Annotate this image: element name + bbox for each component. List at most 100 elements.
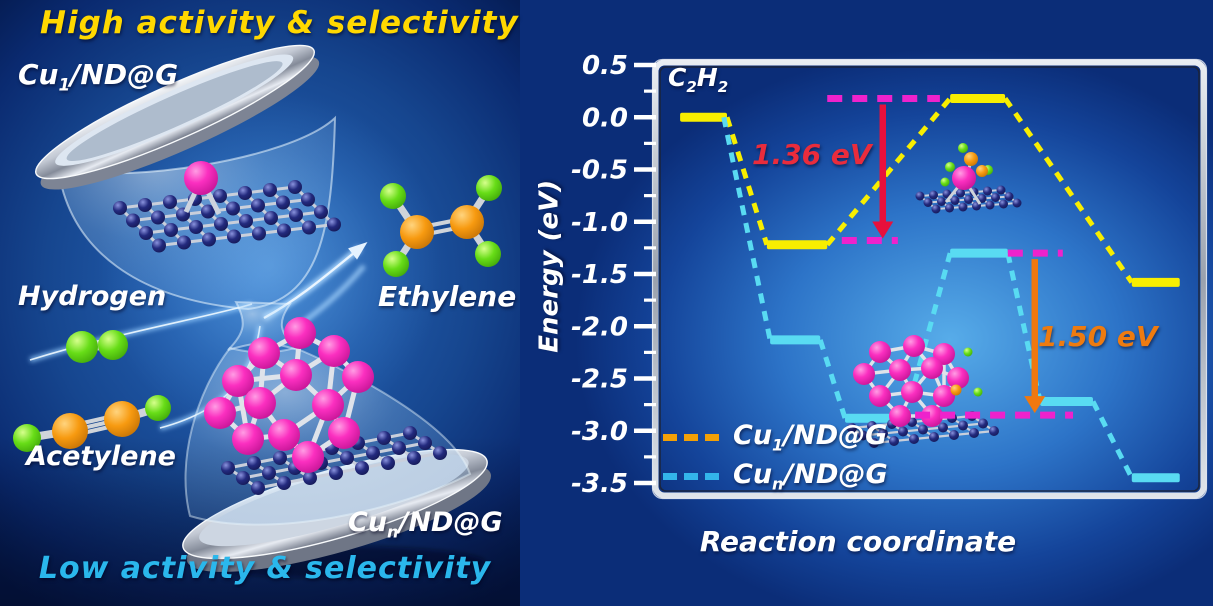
atom-ball — [476, 175, 502, 201]
legend-swatch-cun — [663, 473, 719, 480]
atom-ball — [239, 214, 253, 228]
atom-ball — [248, 337, 280, 369]
y-tick-label: 0.5 — [582, 51, 628, 81]
atom-ball — [251, 481, 265, 495]
atom-ball — [366, 446, 380, 460]
atom-ball — [889, 405, 911, 427]
barrier-label-1-36ev: 1.36 eV — [752, 138, 872, 171]
energy-level — [770, 335, 821, 345]
atom-ball — [52, 413, 88, 449]
atom-ball — [113, 201, 127, 215]
title-low-activity: Low activity & selectivity — [38, 551, 492, 586]
atom-ball — [214, 217, 228, 231]
legend-row-cun: Cun/ND@G — [663, 457, 888, 496]
label-cun-ndg: Cun/ND@G — [348, 507, 503, 542]
atom-ball — [933, 385, 955, 407]
level-connector — [721, 116, 773, 341]
atom-ball — [407, 451, 421, 465]
atom-ball — [247, 456, 261, 470]
energy-level — [1040, 396, 1093, 406]
energy-level — [1131, 277, 1180, 287]
hydrogen-molecule — [66, 330, 128, 363]
atom-ball — [189, 220, 203, 234]
atom-ball — [869, 438, 879, 448]
atom-ball — [958, 143, 968, 153]
atom-ball — [280, 359, 312, 391]
y-tick-label: -2.0 — [571, 312, 628, 342]
atom-ball — [958, 420, 968, 431]
atom-ball — [277, 223, 291, 238]
atom-ball — [945, 203, 954, 213]
barrier-label-1-50ev: 1.50 eV — [1038, 320, 1158, 353]
atom-ball — [268, 419, 300, 451]
atom-ball — [251, 198, 265, 213]
atom-ball — [139, 226, 153, 240]
atom-ball — [381, 456, 395, 470]
atom-ball — [289, 208, 303, 222]
atom-ball — [985, 200, 995, 210]
atom-ball — [177, 235, 191, 250]
atom-ball — [276, 195, 290, 210]
atom-ball — [867, 421, 877, 431]
ethylene-molecule — [380, 175, 502, 277]
atom-ball — [288, 180, 302, 194]
atom-ball — [329, 466, 343, 480]
atom-ball — [996, 185, 1006, 195]
atom-ball — [898, 426, 908, 437]
barrier-arrow-head — [1024, 396, 1046, 414]
atom-ball — [236, 471, 250, 485]
atom-ball — [418, 436, 432, 450]
y-tick-label: -0.5 — [571, 156, 628, 186]
atom-ball — [263, 183, 277, 197]
atom-ball — [958, 202, 968, 212]
atom-ball — [991, 193, 1000, 202]
level-connector — [724, 116, 770, 246]
atom-ball — [164, 223, 178, 237]
atom-ball — [151, 210, 165, 225]
atom-ball — [222, 365, 254, 397]
atom-ball — [138, 198, 152, 212]
atom-ball — [869, 385, 891, 407]
energy-level — [680, 112, 727, 122]
atom-ball — [923, 198, 933, 207]
atom-ball — [1004, 192, 1014, 201]
atom-ball — [950, 384, 962, 396]
single-cu-atom — [183, 161, 222, 216]
atom-ball — [909, 434, 919, 444]
legend-label-cu1: Cu1/ND@G — [733, 420, 888, 455]
atom-ball — [262, 466, 276, 480]
atom-ball — [976, 165, 988, 177]
barrier-arrow-head — [872, 221, 894, 239]
atom-ball — [145, 395, 171, 421]
level-connector — [1090, 400, 1135, 479]
y-tick-label: -1.0 — [571, 208, 628, 238]
atom-ball — [221, 461, 235, 475]
atom-ball — [956, 188, 965, 198]
cluster-catalyst-inset — [847, 335, 999, 448]
atom-ball — [264, 211, 278, 225]
title-high-activity: High activity & selectivity — [40, 5, 519, 41]
atom-ball — [921, 357, 943, 379]
atom-ball — [232, 423, 264, 455]
atom-ball — [340, 451, 354, 465]
atom-ball — [889, 359, 911, 381]
atom-ball — [126, 213, 140, 228]
atom-ball — [937, 197, 946, 206]
atom-ball — [878, 428, 888, 439]
atom-ball — [226, 201, 240, 216]
hourglass-top-plate — [35, 44, 320, 190]
energy-level — [1131, 473, 1180, 483]
atom-ball — [853, 363, 875, 385]
atom-ball — [969, 428, 979, 438]
atom-ball — [938, 422, 948, 433]
atom-ball — [202, 232, 216, 247]
atom-ball — [983, 186, 992, 196]
level-connector — [825, 96, 953, 247]
atom-ball — [292, 441, 324, 473]
atom-ball — [277, 476, 291, 490]
atom-ball — [964, 152, 978, 166]
y-tick-label: -3.5 — [571, 469, 628, 499]
acetylene-molecule — [13, 395, 171, 452]
single-atom-catalyst-inset — [915, 143, 1022, 214]
y-tick-label: -3.0 — [571, 417, 628, 447]
